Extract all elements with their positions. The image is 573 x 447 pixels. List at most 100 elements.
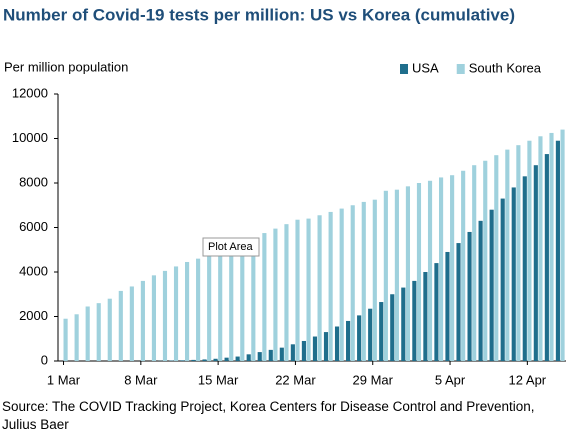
bar bbox=[522, 176, 527, 361]
bar bbox=[445, 251, 450, 361]
bar bbox=[357, 315, 362, 361]
bar bbox=[301, 340, 306, 361]
bar bbox=[478, 220, 483, 361]
y-tick-label: 4000 bbox=[19, 263, 48, 278]
bar bbox=[284, 224, 289, 361]
y-tick-label: 6000 bbox=[19, 219, 48, 234]
bar bbox=[489, 209, 494, 361]
bar bbox=[251, 237, 256, 361]
y-tick-label: 12000 bbox=[12, 85, 48, 100]
legend-swatch bbox=[456, 64, 465, 74]
bar bbox=[456, 243, 461, 361]
x-tick-label: 12 Apr bbox=[509, 372, 547, 387]
x-tick-label: 22 Mar bbox=[275, 372, 316, 387]
bar bbox=[218, 250, 223, 361]
bar bbox=[500, 198, 505, 361]
bar bbox=[494, 155, 499, 361]
bar bbox=[74, 314, 79, 361]
bar bbox=[533, 165, 538, 361]
x-tick-label: 29 Mar bbox=[353, 372, 394, 387]
bar bbox=[246, 354, 251, 361]
bar bbox=[372, 199, 377, 361]
x-tick-label: 5 Apr bbox=[435, 372, 466, 387]
bar bbox=[202, 359, 207, 361]
bar bbox=[240, 243, 245, 361]
bar bbox=[268, 349, 273, 361]
bar bbox=[511, 187, 516, 361]
bar bbox=[467, 231, 472, 361]
bar bbox=[224, 357, 229, 361]
bar bbox=[549, 132, 554, 361]
bar bbox=[346, 320, 351, 361]
bar bbox=[180, 360, 185, 361]
bar bbox=[312, 336, 318, 361]
bar bbox=[350, 205, 355, 361]
legend-label: South Korea bbox=[469, 60, 542, 75]
x-tick-label: 15 Mar bbox=[198, 372, 239, 387]
bar bbox=[96, 303, 101, 361]
bar bbox=[516, 145, 521, 361]
annotation: Plot Area bbox=[208, 241, 254, 253]
y-tick-label: 10000 bbox=[12, 130, 48, 145]
y-tick-label: 0 bbox=[41, 352, 48, 367]
bar bbox=[560, 129, 565, 361]
bar bbox=[405, 186, 411, 361]
bar bbox=[555, 140, 560, 361]
bar bbox=[273, 228, 278, 361]
legend-label: USA bbox=[412, 60, 439, 75]
bar bbox=[207, 254, 212, 361]
bar bbox=[434, 263, 439, 361]
chart-title: Number of Covid-19 tests per million: US… bbox=[3, 5, 515, 24]
y-axis-label: Per million population bbox=[4, 59, 128, 74]
bar bbox=[423, 272, 428, 361]
bar bbox=[412, 280, 417, 361]
bar bbox=[191, 359, 196, 361]
source-note: Source: The COVID Tracking Project, Kore… bbox=[2, 399, 535, 432]
bar bbox=[279, 347, 284, 361]
annotation-box bbox=[202, 237, 260, 257]
bar bbox=[229, 247, 234, 361]
bar bbox=[262, 233, 267, 361]
bar bbox=[162, 270, 168, 361]
bar bbox=[295, 219, 300, 361]
bar bbox=[185, 261, 190, 361]
bar bbox=[85, 306, 90, 361]
bar bbox=[450, 175, 455, 361]
bar bbox=[129, 286, 134, 361]
bar bbox=[173, 266, 179, 361]
bar bbox=[151, 275, 157, 361]
bar bbox=[505, 149, 510, 361]
bar bbox=[472, 165, 477, 361]
x-tick-label: 1 Mar bbox=[47, 372, 81, 387]
bar bbox=[317, 215, 322, 361]
bar bbox=[140, 280, 145, 361]
bar bbox=[483, 160, 488, 361]
bar bbox=[306, 218, 311, 361]
bar bbox=[461, 170, 466, 361]
bar bbox=[368, 308, 373, 361]
bar bbox=[527, 140, 532, 361]
y-tick-label: 8000 bbox=[19, 174, 48, 189]
y-tick-label: 2000 bbox=[19, 308, 48, 323]
bar bbox=[361, 201, 366, 361]
bar bbox=[401, 287, 406, 361]
bar bbox=[439, 177, 444, 361]
bar bbox=[538, 136, 543, 361]
bar bbox=[118, 290, 123, 361]
bar bbox=[257, 352, 262, 361]
bar bbox=[334, 326, 340, 361]
bar bbox=[196, 258, 201, 361]
bar bbox=[339, 208, 344, 361]
bar bbox=[63, 318, 68, 361]
bar bbox=[379, 302, 384, 361]
bar bbox=[390, 294, 395, 361]
x-tick-label: 8 Mar bbox=[124, 372, 158, 387]
bar bbox=[427, 180, 433, 361]
bar bbox=[383, 190, 388, 361]
bar bbox=[290, 344, 295, 361]
legend-swatch bbox=[400, 64, 408, 74]
bar bbox=[416, 183, 422, 361]
bar bbox=[328, 211, 333, 361]
bar bbox=[213, 358, 218, 361]
